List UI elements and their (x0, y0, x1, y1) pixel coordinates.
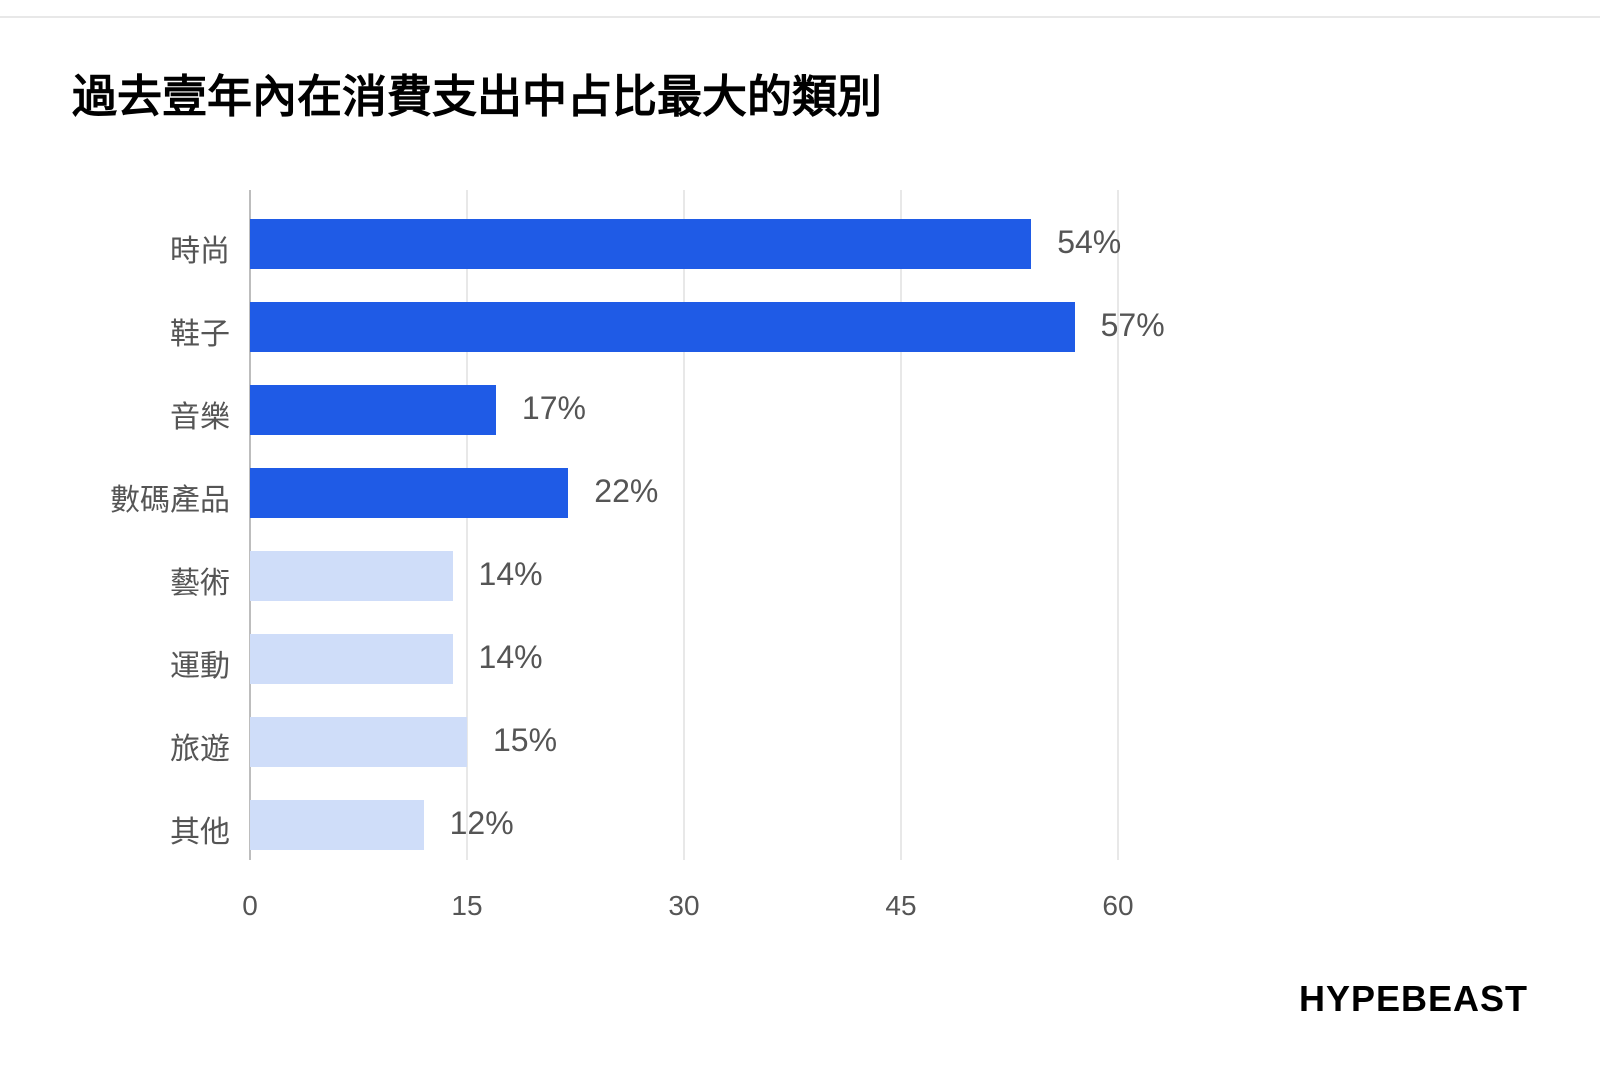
bar (250, 551, 453, 601)
y-category-label: 音樂 (60, 392, 230, 436)
y-category-label: 運動 (60, 641, 230, 685)
top-rule (0, 16, 1600, 18)
y-category-label: 鞋子 (60, 309, 230, 353)
x-gridline (683, 190, 685, 860)
bar (250, 634, 453, 684)
bar-value-label: 22% (594, 473, 658, 510)
bar-value-label: 57% (1101, 307, 1165, 344)
bar-value-label: 54% (1057, 224, 1121, 261)
bar (250, 468, 568, 518)
bar-value-label: 17% (522, 390, 586, 427)
brand-watermark: HYPEBEAST (1299, 978, 1528, 1020)
bar (250, 219, 1031, 269)
y-category-label: 藝術 (60, 558, 230, 602)
x-tick-label: 0 (242, 890, 258, 922)
bar (250, 717, 467, 767)
x-gridline (900, 190, 902, 860)
y-category-label: 旅遊 (60, 724, 230, 768)
chart-title: 過去壹年內在消費支出中占比最大的類別 (72, 60, 882, 125)
plot-area: 015304560時尚54%鞋子57%音樂17%數碼產品22%藝術14%運動14… (250, 190, 1118, 860)
x-gridline (1117, 190, 1119, 860)
bar-value-label: 14% (479, 639, 543, 676)
bar-value-label: 15% (493, 722, 557, 759)
bar-value-label: 12% (450, 805, 514, 842)
bar (250, 302, 1075, 352)
page: 過去壹年內在消費支出中占比最大的類別 015304560時尚54%鞋子57%音樂… (0, 0, 1600, 1066)
y-category-label: 數碼產品 (60, 475, 230, 519)
y-category-label: 其他 (60, 807, 230, 851)
x-tick-label: 15 (451, 890, 482, 922)
bar-value-label: 14% (479, 556, 543, 593)
bar (250, 800, 424, 850)
bar (250, 385, 496, 435)
y-category-label: 時尚 (60, 226, 230, 270)
x-tick-label: 45 (885, 890, 916, 922)
x-tick-label: 30 (668, 890, 699, 922)
x-tick-label: 60 (1102, 890, 1133, 922)
